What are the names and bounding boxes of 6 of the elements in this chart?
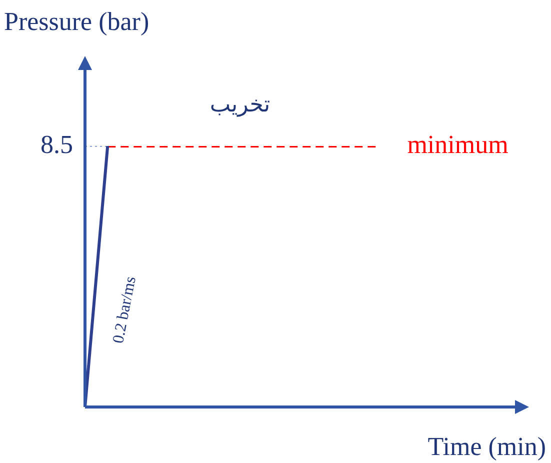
series-label: minimum — [407, 130, 508, 159]
annotation: 0.2 bar/ms — [110, 275, 140, 345]
y-axis-title: Pressure (bar) — [4, 7, 150, 36]
text: تخريب — [210, 92, 270, 118]
x-axis-title: Time (min) — [428, 432, 546, 461]
text: 8.5 — [40, 130, 73, 159]
